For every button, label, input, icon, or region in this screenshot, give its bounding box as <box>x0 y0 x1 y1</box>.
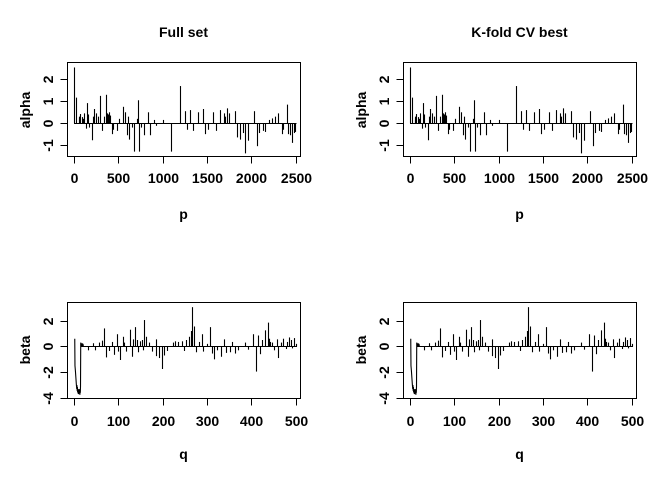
svg-text:-4: -4 <box>40 392 56 405</box>
svg-text:200: 200 <box>488 413 512 429</box>
svg-text:0: 0 <box>71 170 79 186</box>
x-axis-label: q <box>179 446 188 462</box>
svg-text:1500: 1500 <box>528 170 559 186</box>
svg-text:0: 0 <box>40 342 56 350</box>
svg-text:2: 2 <box>376 75 392 83</box>
x-axis-label: p <box>515 206 524 222</box>
panel-title: Full set <box>158 24 208 40</box>
svg-text:400: 400 <box>576 413 600 429</box>
svg-text:2: 2 <box>376 317 392 325</box>
svg-text:300: 300 <box>532 413 556 429</box>
svg-text:500: 500 <box>443 170 467 186</box>
svg-text:500: 500 <box>285 413 309 429</box>
svg-text:2500: 2500 <box>281 170 312 186</box>
svg-text:0: 0 <box>71 413 79 429</box>
panel-title: K-fold CV best <box>471 24 568 40</box>
svg-text:0: 0 <box>376 342 392 350</box>
svg-text:100: 100 <box>443 413 467 429</box>
svg-text:-4: -4 <box>376 392 392 405</box>
svg-text:1: 1 <box>376 97 392 105</box>
svg-text:2: 2 <box>40 317 56 325</box>
svg-text:300: 300 <box>196 413 220 429</box>
svg-text:2500: 2500 <box>617 170 648 186</box>
svg-text:0: 0 <box>40 119 56 127</box>
svg-text:2000: 2000 <box>236 170 267 186</box>
svg-text:1000: 1000 <box>484 170 515 186</box>
svg-text:400: 400 <box>240 413 264 429</box>
svg-text:-1: -1 <box>40 139 56 152</box>
panel-kfold-cv-best-alpha: K-fold CV best alpha p 0 500 1000 1500 2000 2… <box>336 0 672 240</box>
svg-text:-2: -2 <box>376 366 392 379</box>
svg-text:1000: 1000 <box>148 170 179 186</box>
svg-text:100: 100 <box>107 413 131 429</box>
svg-text:500: 500 <box>621 413 645 429</box>
svg-text:1500: 1500 <box>192 170 223 186</box>
svg-text:-2: -2 <box>40 366 56 379</box>
svg-text:2000: 2000 <box>572 170 603 186</box>
panel-full-set-alpha: Full set alpha p 0 500 1000 1500 2000 2500 -1 0… <box>0 0 336 240</box>
x-axis-label: q <box>515 446 524 462</box>
svg-text:2: 2 <box>40 75 56 83</box>
svg-text:500: 500 <box>107 170 131 186</box>
svg-text:0: 0 <box>407 170 415 186</box>
plot-full-set-alpha: 0 500 1000 1500 2000 2500 -1 0 1 2 <box>40 62 312 186</box>
svg-text:0: 0 <box>376 119 392 127</box>
panel-kfold-cv-best-beta: beta q 0 100 200 300 400 500 -4 -2 0 2 <box>336 240 672 480</box>
plot-full-set-beta: 0 100 200 300 400 500 -4 -2 0 2 <box>40 302 309 429</box>
svg-text:0: 0 <box>407 413 415 429</box>
svg-text:-1: -1 <box>376 139 392 152</box>
svg-text:1: 1 <box>40 97 56 105</box>
plot-kfold-cv-best-beta: 0 100 200 300 400 500 -4 -2 0 2 <box>376 302 645 429</box>
svg-text:200: 200 <box>152 413 176 429</box>
plot-kfold-cv-best-alpha: 0 500 1000 1500 2000 2500 -1 0 1 2 <box>376 62 648 186</box>
x-axis-label: p <box>179 206 188 222</box>
panel-full-set-beta: beta q 0 100 200 300 400 500 -4 -2 0 2 <box>0 240 336 480</box>
